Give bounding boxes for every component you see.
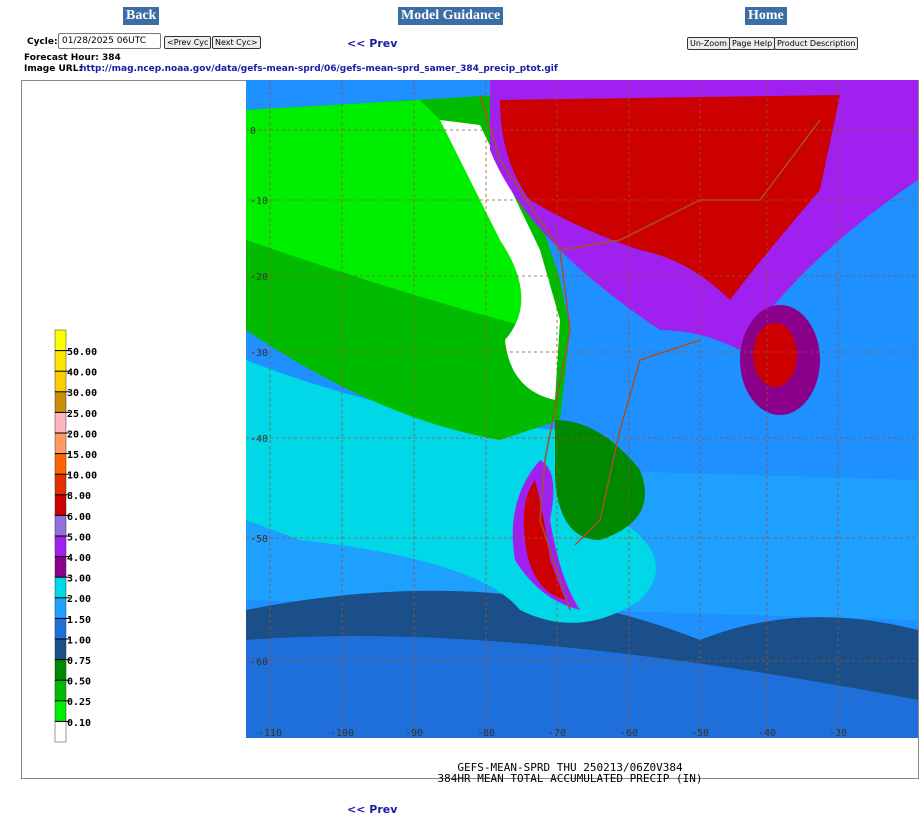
legend-swatch — [54, 391, 67, 413]
legend-swatch — [54, 329, 67, 351]
band — [753, 323, 797, 387]
legend-swatch — [54, 576, 67, 599]
title-button[interactable]: Model Guidance — [398, 7, 504, 25]
lon-label: -70 — [548, 728, 566, 739]
unzoom-button[interactable]: Un-Zoom — [687, 37, 730, 50]
lon-label: -50 — [691, 728, 709, 739]
legend-label: 3.00 — [67, 574, 91, 585]
legend-swatch — [54, 494, 67, 516]
legend-label: 0.75 — [67, 656, 91, 667]
map-figure: 0 -10 -20 -30 -40 -50 -60 -110 -100 -90 -80 -70 -60 -… — [21, 80, 919, 785]
legend-label: 2.00 — [67, 594, 91, 605]
legend-swatch — [54, 700, 67, 722]
legend-swatch — [54, 659, 67, 681]
lon-label: -60 — [620, 728, 638, 739]
lon-label: -90 — [405, 728, 423, 739]
prev-link[interactable]: << Prev — [347, 37, 398, 50]
back-button[interactable]: Back — [123, 7, 160, 25]
footer-prev-link[interactable]: << Prev — [347, 803, 398, 816]
legend-label: 0.50 — [67, 677, 91, 688]
legend-swatch — [54, 453, 67, 475]
lat-label: -50 — [250, 534, 268, 545]
legend-swatch — [54, 473, 67, 496]
lon-label: -110 — [258, 728, 282, 739]
legend-label: 4.00 — [67, 553, 91, 564]
legend-label: 30.00 — [67, 388, 97, 399]
legend-swatch — [54, 515, 67, 537]
legend-swatch — [54, 556, 67, 578]
legend-swatch — [54, 350, 67, 372]
product-description-button[interactable]: Product Description — [774, 37, 859, 50]
lat-label: -30 — [250, 348, 268, 359]
lat-label: 0 — [250, 126, 256, 137]
cycle-select[interactable]: 01/28/2025 06UTC — [58, 33, 161, 49]
legend-swatch — [54, 721, 67, 743]
lat-label: -60 — [250, 657, 268, 668]
legend-swatch — [54, 432, 67, 454]
map — [246, 80, 918, 738]
lon-label: -100 — [330, 728, 354, 739]
graticule — [246, 80, 918, 738]
cycle-label: Cycle: — [27, 37, 58, 47]
next-cyc-button[interactable]: Next Cyc> — [212, 36, 261, 49]
legend-label: 50.00 — [67, 347, 97, 358]
caption: GEFS-MEAN-SPRD THU 250213/06Z0V384 — [457, 761, 683, 774]
lat-label: -10 — [250, 196, 268, 207]
lat-label: -40 — [250, 434, 268, 445]
legend-swatch — [54, 370, 67, 393]
band — [555, 420, 645, 540]
band — [440, 120, 560, 400]
legend-label: 1.50 — [67, 615, 91, 626]
legend-label: 20.00 — [67, 429, 97, 440]
legend-label: 0.10 — [67, 718, 91, 729]
home-button[interactable]: Home — [745, 7, 787, 25]
legend-label: 25.00 — [67, 409, 97, 420]
legend-swatch — [54, 638, 67, 660]
legend-swatch — [54, 618, 67, 640]
legend-swatch — [54, 535, 67, 557]
legend-label: 5.00 — [67, 532, 91, 543]
band — [500, 95, 840, 300]
legend-swatch — [54, 412, 67, 434]
lon-label: -40 — [758, 728, 776, 739]
forecast-hour: Forecast Hour: 384 — [24, 53, 121, 63]
legend-label: 8.00 — [67, 491, 91, 502]
lon-label: -30 — [829, 728, 847, 739]
legend-label: 6.00 — [67, 512, 91, 523]
image-url-label: Image URL: — [24, 64, 83, 74]
lon-label: -80 — [477, 728, 495, 739]
legend-swatch — [54, 597, 67, 619]
legend-label: 0.25 — [67, 697, 91, 708]
legend-label: 15.00 — [67, 450, 97, 461]
legend-label: 10.00 — [67, 471, 97, 482]
caption: 384HR MEAN TOTAL ACCUMULATED PRECIP (IN) — [438, 772, 703, 785]
lat-label: -20 — [250, 272, 268, 283]
page-help-button[interactable]: Page Help — [729, 37, 776, 50]
image-url[interactable]: http://mag.ncep.noaa.gov/data/gefs-mean-… — [80, 64, 558, 74]
legend-label: 40.00 — [67, 368, 97, 379]
legend-swatch — [54, 679, 67, 702]
prev-cyc-button[interactable]: <Prev Cyc — [164, 36, 212, 49]
legend-label: 1.00 — [67, 635, 91, 646]
band — [523, 480, 565, 600]
